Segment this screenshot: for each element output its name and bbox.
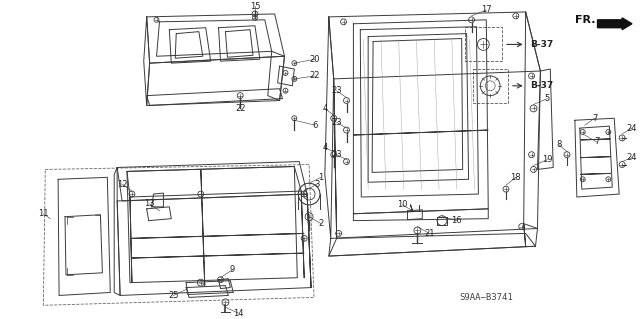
Text: 12: 12 [117,180,127,189]
Text: 22: 22 [310,71,320,80]
Text: 24: 24 [627,123,637,133]
Bar [472,69,508,102]
Text: FR.: FR. [575,15,595,25]
Text: 1: 1 [318,173,324,182]
Text: 15: 15 [250,2,260,11]
Text: B-37: B-37 [531,40,554,49]
Text: 20: 20 [310,55,320,64]
Text: 11: 11 [38,209,49,218]
Text: B-37: B-37 [531,81,554,90]
Text: 10: 10 [397,200,408,209]
Text: 23: 23 [332,86,342,95]
Text: 4: 4 [322,143,328,152]
Text: 23: 23 [332,150,342,159]
Text: 7: 7 [594,137,599,146]
Text: 8: 8 [556,140,562,149]
Text: 25: 25 [168,291,179,300]
Text: 9: 9 [230,265,235,274]
Text: 14: 14 [233,309,243,318]
Text: 5: 5 [545,94,550,103]
Text: 13: 13 [145,199,155,208]
Text: 3: 3 [314,180,319,189]
Text: 6: 6 [312,121,317,130]
Text: 23: 23 [332,118,342,127]
FancyArrow shape [598,18,632,30]
Text: 24: 24 [627,153,637,162]
Text: 4: 4 [322,104,328,113]
Text: 17: 17 [481,5,492,14]
Text: 19: 19 [542,155,552,164]
Text: 16: 16 [451,216,462,225]
Text: 7: 7 [592,114,597,123]
Text: 21: 21 [424,229,435,238]
Text: 18: 18 [511,173,521,182]
Text: S9AA−B3741: S9AA−B3741 [460,293,513,302]
Text: 2: 2 [318,219,324,228]
Bar [465,27,502,61]
Text: 22: 22 [235,104,246,113]
